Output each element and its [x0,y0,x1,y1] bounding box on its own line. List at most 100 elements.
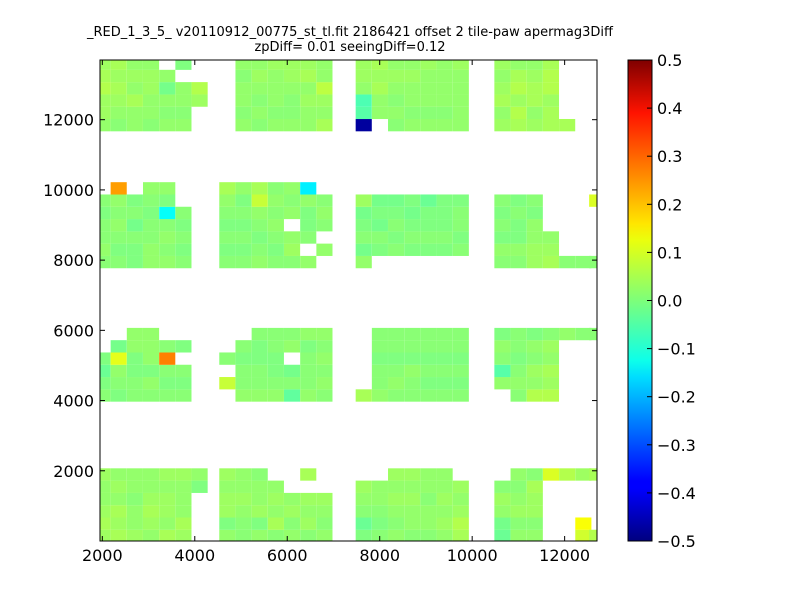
heatmap-cell [436,69,453,83]
heatmap-cell [159,194,176,207]
heatmap-cell [436,60,453,70]
heatmap-cell [404,492,421,506]
heatmap-cell [235,118,252,132]
heatmap-cell [175,219,192,232]
heatmap-cell [251,505,268,518]
heatmap-cell [267,364,284,378]
heatmap-cell [300,206,317,220]
heatmap-cell [110,505,127,518]
heatmap-cell [404,82,421,95]
colorbar-tick-label: 0.1 [657,243,682,262]
heatmap-cell [316,69,333,83]
heatmap-cell [355,60,372,70]
heatmap-cell [143,69,160,83]
heatmap-cell [219,219,236,232]
heatmap-cell [542,364,560,378]
heatmap-cell [404,60,421,70]
heatmap-cell [510,377,527,390]
heatmap-cell [452,492,469,506]
heatmap-cell [371,480,388,493]
heatmap-cell [100,194,111,207]
heatmap-cell [126,468,143,481]
heatmap-cell [143,529,160,541]
heatmap-cell [159,219,176,232]
heatmap-cell [126,206,143,220]
heatmap-cell [110,529,127,541]
heatmap-cell [126,492,143,506]
heatmap-cell [267,352,284,365]
heatmap-cell [219,182,236,195]
heatmap-cell [219,492,236,506]
heatmap-cell [388,492,405,506]
heatmap-cell [355,94,372,107]
heatmap-cell [267,492,284,506]
heatmap-cell [452,60,469,70]
heatmap-cell [219,377,236,390]
heatmap-cell [235,480,252,493]
heatmap-cell [267,340,284,353]
heatmap-cell [420,492,437,506]
heatmap-cell [355,231,372,244]
heatmap-cell [159,364,176,378]
heatmap-cell [316,94,333,107]
x-tick-label: 2000 [82,546,123,565]
heatmap-cell [159,492,176,506]
heatmap-cell [143,364,160,378]
heatmap-cell [404,364,421,378]
heatmap-cell [219,468,236,481]
heatmap-cell [494,340,511,353]
heatmap-cell [159,389,176,402]
heatmap-cell [284,231,301,244]
heatmap-cell [420,389,437,402]
heatmap-cell [510,505,527,518]
heatmap-cell [251,377,268,390]
heatmap-cell [251,340,268,353]
heatmap-cell [267,327,284,341]
heatmap-cell [159,377,176,390]
heatmap-cell [575,529,592,541]
heatmap-cell [159,352,176,365]
heatmap-cell [267,118,284,132]
heatmap-cell [542,389,560,402]
heatmap-cell [355,492,372,506]
heatmap-cell [159,468,176,481]
heatmap-cell [436,480,453,493]
heatmap-cell [510,118,527,132]
heatmap-cell [100,517,111,530]
heatmap-cell [235,243,252,256]
heatmap-cell [510,492,527,506]
heatmap-cell [542,60,560,70]
heatmap-cell [526,82,543,95]
heatmap-cell [110,389,127,402]
x-axis: 2000 4000 6000 8000 10000 12000 [82,60,590,565]
colorbar-tick-label: −0.3 [657,436,696,455]
heatmap-cell [436,505,453,518]
heatmap-cell [526,340,543,353]
heatmap-cell [300,94,317,107]
heatmap-cell [316,82,333,95]
heatmap-cell [436,492,453,506]
heatmap-cell [126,231,143,244]
heatmap-cell [452,529,469,541]
heatmap-cell [355,194,372,207]
heatmap-cell [510,231,527,244]
heatmap-cell [126,377,143,390]
heatmap-cell [542,352,560,365]
heatmap-cell [510,529,527,541]
heatmap-cell [235,377,252,390]
y-axis: 2000 4000 6000 8000 10000 12000 [43,111,597,481]
heatmap-cell [300,82,317,95]
heatmap-cell [110,340,127,353]
heatmap-cell [251,94,268,107]
heatmap-cell [452,517,469,530]
heatmap-cell [404,529,421,541]
heatmap-cell [420,219,437,232]
heatmap-cell [100,243,111,256]
colorbar-tick-label: 0.3 [657,147,682,166]
heatmap-cell [388,468,405,481]
heatmap-cell [143,389,160,402]
heatmap-cell [510,82,527,95]
heatmap-cell [267,194,284,207]
heatmap-cell [143,243,160,256]
heatmap-cell [100,206,111,220]
